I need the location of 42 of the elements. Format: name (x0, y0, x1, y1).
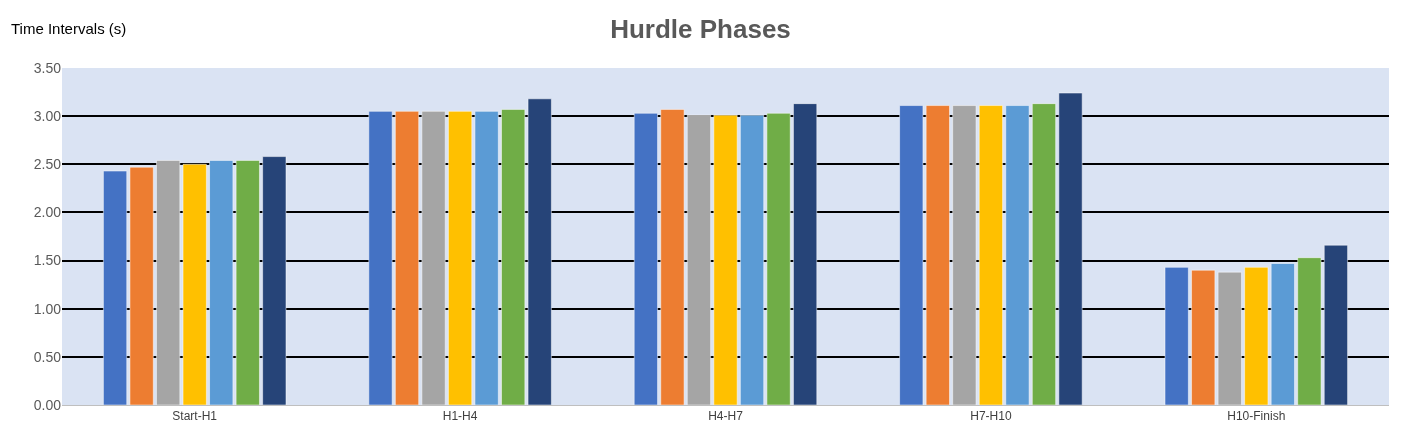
x-tick-label: H4-H7 (708, 409, 744, 424)
y-tick-label: 3.50 (33, 59, 62, 76)
bar (129, 166, 154, 405)
bar (1270, 262, 1296, 405)
bar (766, 112, 791, 405)
bar (421, 110, 446, 405)
bar (660, 108, 685, 405)
bar (262, 156, 287, 405)
bar (1058, 92, 1083, 405)
bar (1005, 105, 1030, 405)
y-tick-label: 0.00 (33, 396, 62, 413)
bar (1323, 244, 1349, 405)
y-tick-label: 1.00 (33, 300, 62, 317)
bar (713, 114, 738, 405)
bar (368, 110, 393, 405)
y-tick-label: 3.00 (33, 108, 62, 125)
bar (474, 110, 499, 405)
bar (739, 114, 765, 405)
x-tick-label: H1-H4 (442, 409, 478, 424)
bar (978, 105, 1004, 405)
bar (952, 105, 977, 405)
y-axis-title: Time Intervals (s) (11, 20, 127, 37)
y-tick-label: 1.50 (33, 252, 62, 269)
bar (155, 159, 181, 405)
bar (394, 110, 420, 405)
y-tick-label: 2.00 (33, 204, 62, 221)
bar (1297, 257, 1322, 405)
y-tick-label: 0.50 (33, 348, 62, 365)
bar (1164, 266, 1189, 405)
bar (686, 114, 712, 405)
y-tick-label: 2.50 (33, 156, 62, 173)
x-tick-label: H10-Finish (1227, 409, 1286, 424)
bar (633, 112, 659, 405)
bar (1031, 103, 1057, 405)
bar (1244, 266, 1269, 405)
bar (102, 170, 128, 405)
bar (182, 163, 207, 405)
chart-title: Hurdle Phases (610, 14, 791, 45)
x-tick-label: Start-H1 (172, 409, 218, 424)
x-tick-label: H7-H10 (970, 409, 1012, 424)
bar (792, 103, 818, 405)
bar (447, 110, 473, 405)
